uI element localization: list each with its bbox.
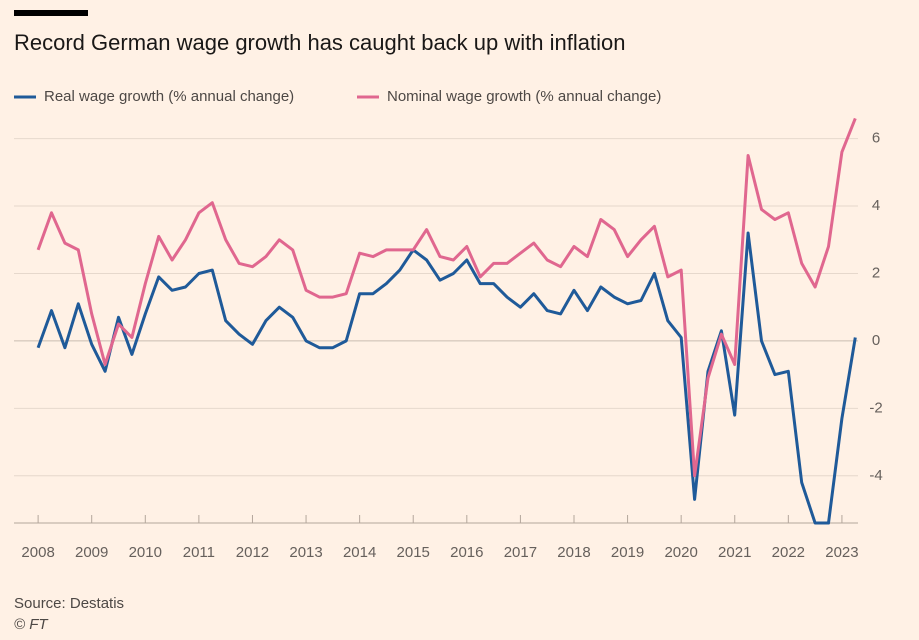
y-tick-label: -4 (869, 467, 882, 484)
x-tick-label: 2022 (772, 544, 805, 561)
x-tick-label: 2012 (236, 544, 269, 561)
x-tick-label: 2021 (718, 544, 751, 561)
x-tick-label: 2010 (129, 544, 162, 561)
y-tick-label: -2 (869, 399, 882, 416)
x-tick-label: 2017 (504, 544, 537, 561)
y-tick-label: 2 (872, 264, 880, 281)
x-tick-label: 2019 (611, 544, 644, 561)
x-tick-label: 2011 (183, 544, 215, 561)
brand-bar (14, 10, 88, 16)
x-tick-label: 2016 (450, 544, 483, 561)
x-tick-label: 2008 (21, 544, 54, 561)
series-line (36, 117, 857, 478)
legend-label: Real wage growth (% annual change) (44, 88, 294, 105)
x-tick-label: 2023 (825, 544, 858, 561)
x-tick-label: 2020 (664, 544, 697, 561)
x-tick-label: 2014 (343, 544, 376, 561)
legend-label: Nominal wage growth (% annual change) (387, 88, 661, 105)
x-tick-label: 2018 (557, 544, 590, 561)
y-tick-label: 0 (872, 332, 880, 349)
x-tick-label: 2009 (75, 544, 108, 561)
series-line (36, 231, 857, 525)
chart-title: Record German wage growth has caught bac… (14, 30, 625, 55)
x-tick-label: 2013 (289, 544, 322, 561)
source: Source: Destatis (14, 595, 124, 612)
credit: © FT (14, 616, 49, 633)
y-tick-label: 6 (872, 130, 880, 147)
x-tick-label: 2015 (397, 544, 430, 561)
y-tick-label: 4 (872, 197, 880, 214)
